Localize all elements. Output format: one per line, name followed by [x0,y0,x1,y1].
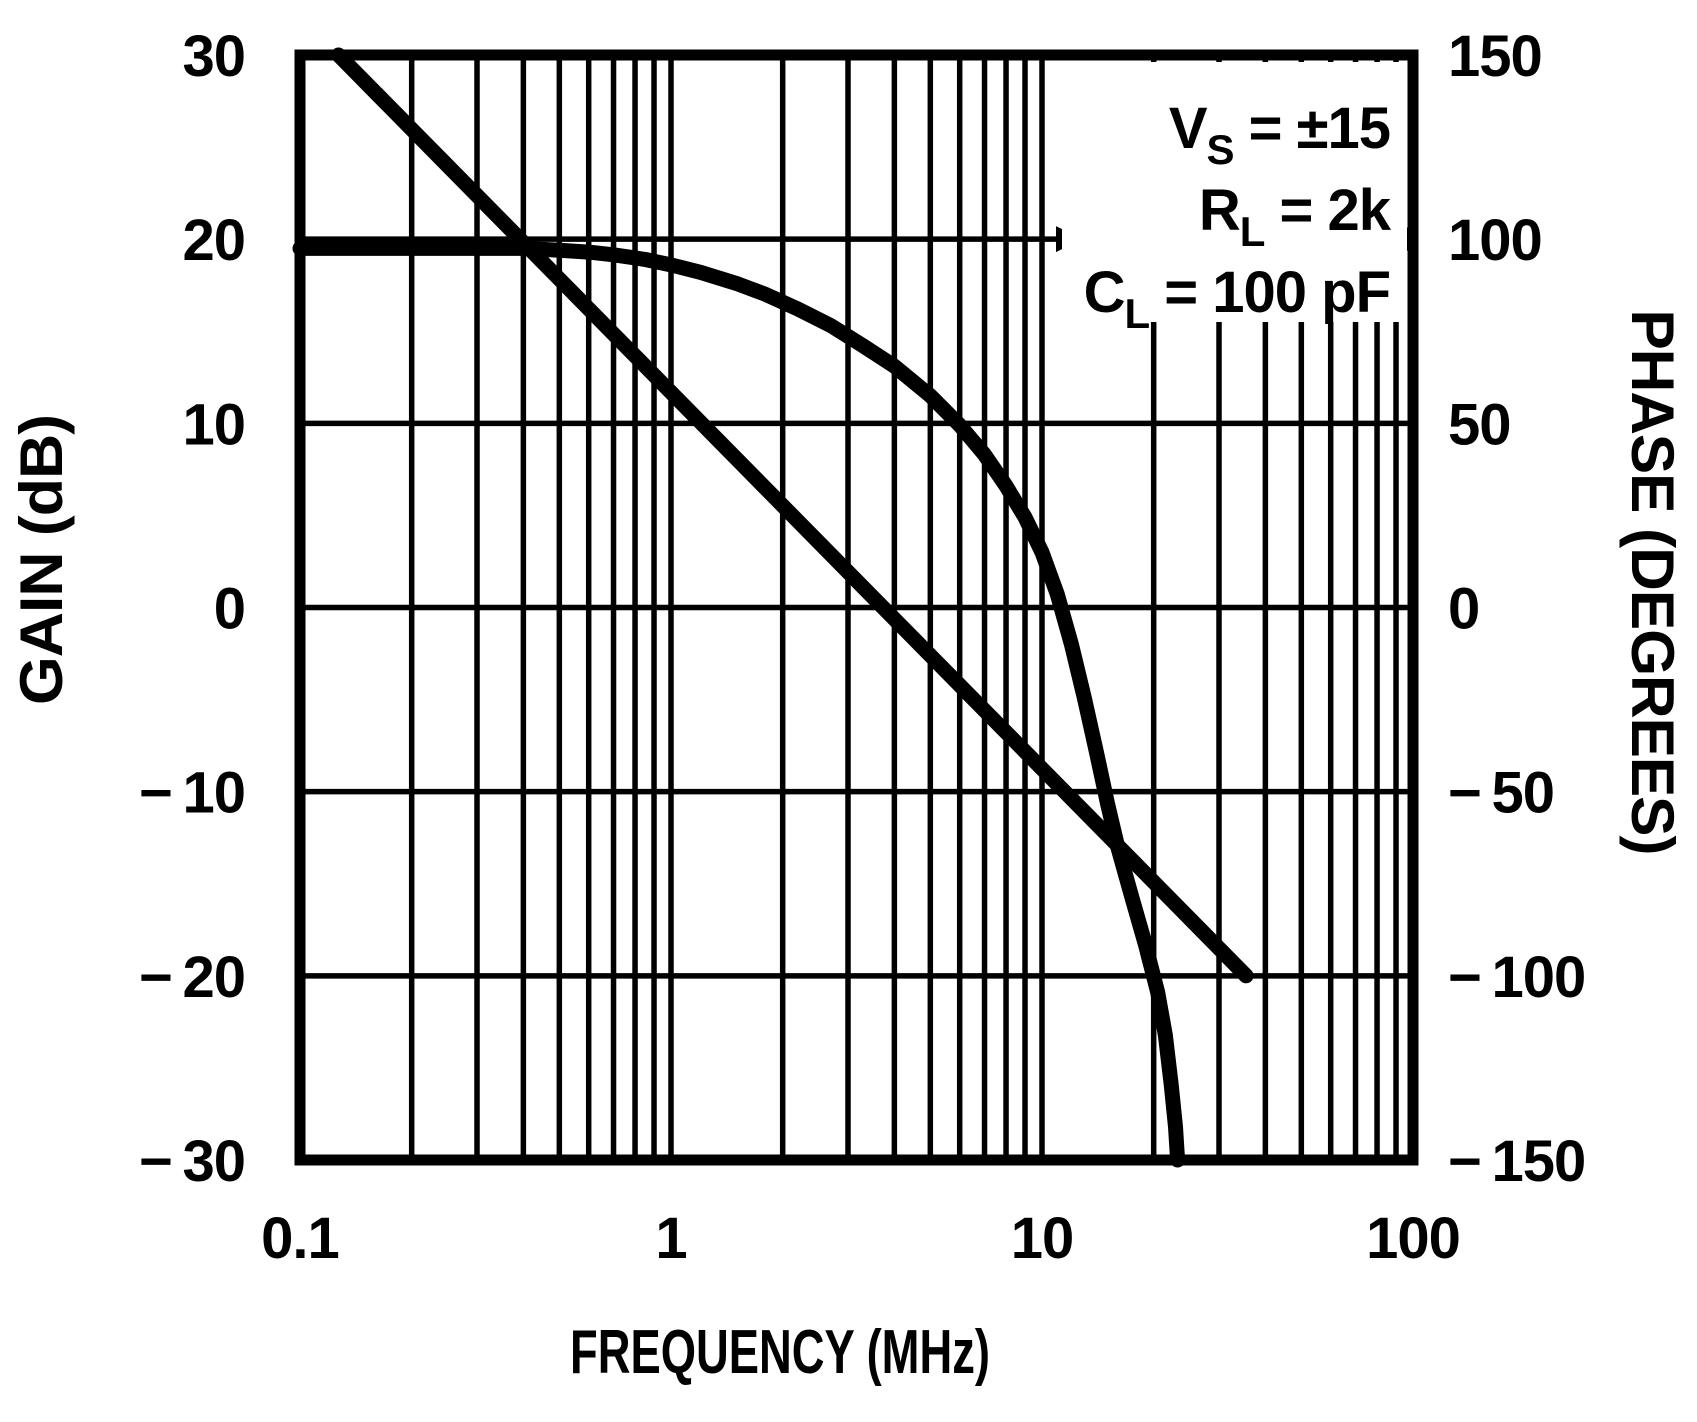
annotation-line: VS = ±15 [1169,96,1390,173]
annotation-line: CL = 100 pF [1084,260,1390,337]
y-right-tick-label: − 150 [1448,1129,1585,1194]
y-left-tick-label: 10 [182,392,245,457]
annotation-background [1062,62,1407,322]
x-tick-label: 100 [1366,1206,1460,1271]
y-right-tick-label: − 50 [1448,761,1554,826]
x-tick-label: 0.1 [261,1206,339,1271]
y-left-tick-label: − 30 [139,1129,245,1194]
y-right-tick-label: 100 [1448,208,1542,273]
annotation-line: RL = 2k [1199,178,1392,255]
y-left-tick-label: 30 [182,24,245,89]
y-left-tick-label: − 10 [139,761,245,826]
y-right-tick-label: 50 [1448,392,1511,457]
y-axis-title-left: GAIN (dB) [8,415,75,705]
plot-border [294,49,1419,1166]
y-right-tick-label: 0 [1448,577,1479,642]
x-axis-title: FREQUENCY (MHz) [570,1318,990,1387]
y-left-tick-label: − 20 [139,945,245,1010]
y-left-tick-label: 20 [182,208,245,273]
x-tick-label: 10 [1011,1206,1074,1271]
y-right-tick-label: 150 [1448,24,1542,89]
y-right-tick-label: − 100 [1448,945,1585,1010]
y-axis-title-right: PHASE (DEGREES) [1619,310,1686,855]
y-left-tick-label: 0 [214,577,245,642]
x-tick-label: 1 [655,1206,686,1271]
phase-curve [331,47,1254,984]
gain-curve [292,240,1186,1168]
